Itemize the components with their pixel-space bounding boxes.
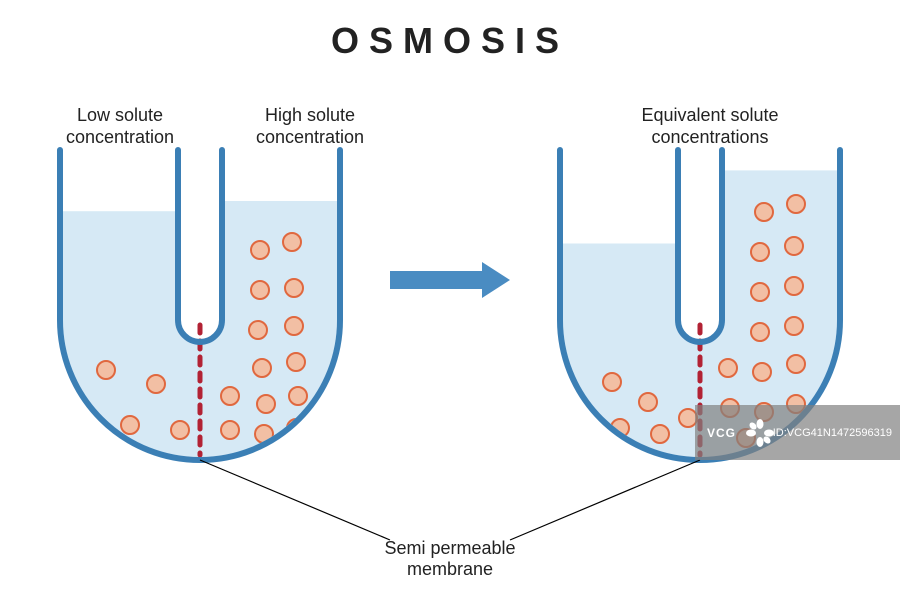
diagram-svg xyxy=(0,0,900,600)
label-membrane: Semi permeablemembrane xyxy=(350,538,550,580)
label-low-solute: Low soluteconcentration xyxy=(40,105,200,148)
watermark-petals-icon xyxy=(745,418,775,448)
watermark-id: ID:VCG41N1472596319 xyxy=(773,427,892,439)
utube-before xyxy=(60,150,340,460)
label-high-solute: High soluteconcentration xyxy=(230,105,390,148)
diagram-title: OSMOSIS xyxy=(0,20,900,62)
diagram-stage: OSMOSIS Low soluteconcentration High sol… xyxy=(0,0,900,600)
watermark: VCG ID:VCG41N1472596319 xyxy=(695,405,900,460)
label-equivalent: Equivalent soluteconcentrations xyxy=(600,105,820,148)
watermark-logo-text: VCG xyxy=(707,426,736,440)
arrow-icon xyxy=(390,262,510,298)
membrane-pointer-1 xyxy=(510,460,700,540)
membrane-pointer-0 xyxy=(200,460,390,540)
